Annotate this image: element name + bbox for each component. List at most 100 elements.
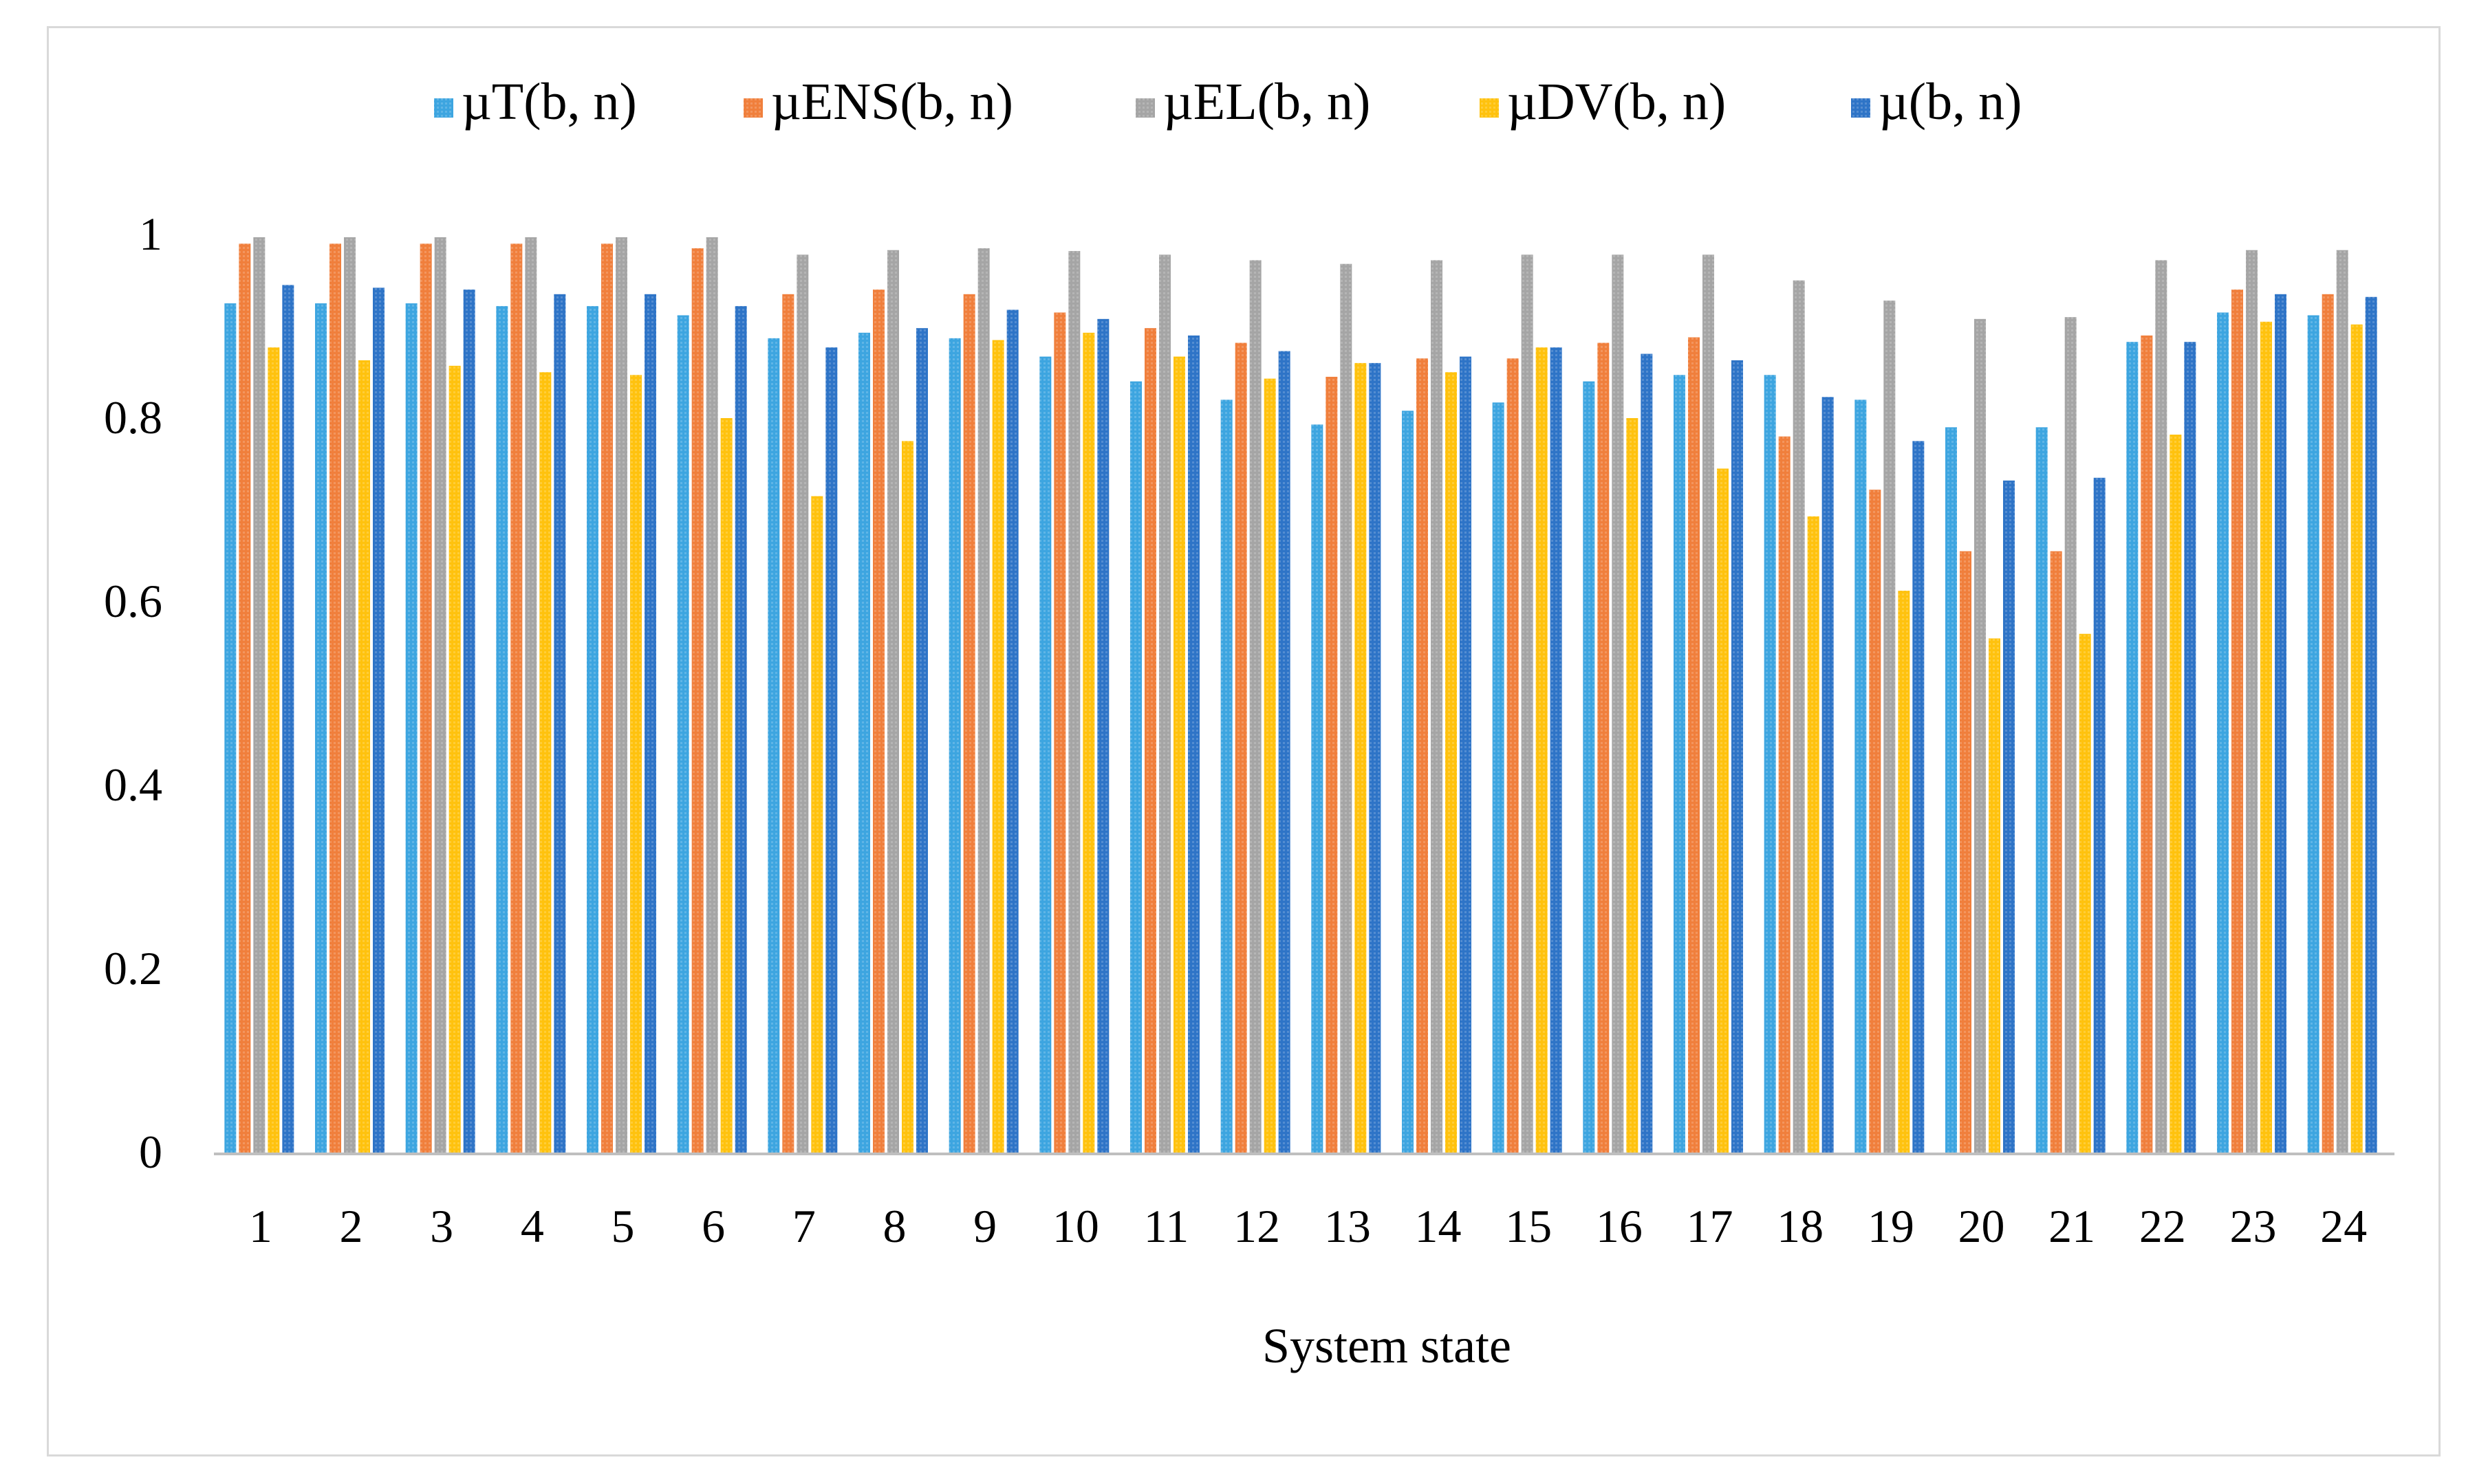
bar-series3-state-12 (1249, 260, 1262, 1153)
bar-series4-state-10 (1083, 332, 1095, 1153)
x-axis-ticks: 1 2 3 4 5 6 7 8 9 10 11 12 13 14 15 16 17 18 19 20 21 22 23 24 (249, 1200, 2367, 1252)
bar-series5-state-8 (916, 328, 928, 1153)
x-tick-label: 13 (1324, 1200, 1371, 1252)
bar-series4-state-19 (1898, 590, 1910, 1153)
bar-series5-state-14 (1460, 356, 1471, 1153)
bar-series3-state-3 (434, 237, 446, 1153)
bar-series1-state-4 (496, 306, 508, 1153)
bar-series1-state-3 (405, 303, 418, 1153)
bar-series2-state-5 (601, 243, 613, 1153)
bar-series3-state-23 (2246, 250, 2258, 1153)
bar-series2-state-8 (873, 290, 885, 1153)
legend-label-1: µT(b, n) (462, 73, 637, 131)
bar-series1-state-11 (1130, 381, 1142, 1153)
bar-series2-state-9 (963, 294, 975, 1153)
bar-series4-state-6 (720, 418, 733, 1153)
bar-series5-state-21 (2093, 477, 2106, 1153)
legend: µT(b, n) µENS(b, n) µEL(b, n) µDV(b, n) µ(b,… (434, 73, 2022, 131)
legend-label-4: µDV(b, n) (1507, 73, 1726, 131)
bar-series4-state-5 (630, 375, 642, 1153)
bar-series5-state-1 (282, 285, 294, 1153)
bar-series5-state-10 (1097, 318, 1110, 1153)
x-tick-label: 12 (1233, 1200, 1280, 1252)
bar-series5-state-20 (2003, 480, 2015, 1153)
bar-series3-state-18 (1793, 280, 1805, 1153)
bar-series1-state-9 (949, 338, 961, 1153)
x-tick-label: 19 (1868, 1200, 1914, 1252)
bar-series4-state-1 (268, 347, 280, 1153)
bar-series2-state-23 (2231, 290, 2243, 1153)
bar-series3-state-4 (525, 237, 537, 1153)
bar-series3-state-17 (1702, 254, 1714, 1153)
bar-series1-state-12 (1220, 400, 1233, 1153)
bar-series3-state-22 (2155, 260, 2167, 1153)
bar-series4-state-24 (2350, 324, 2363, 1153)
bar-series4-state-20 (1989, 638, 2000, 1153)
y-tick-label: 0.6 (104, 575, 162, 627)
bar-series1-state-10 (1039, 356, 1052, 1153)
bar-series3-state-9 (977, 248, 990, 1153)
y-tick-label: 0.8 (104, 391, 162, 444)
bar-series3-state-20 (1974, 318, 1986, 1153)
bar-series5-state-16 (1641, 353, 1653, 1153)
x-tick-label: 7 (792, 1200, 816, 1252)
bar-series1-state-8 (858, 332, 870, 1153)
bar-series5-state-19 (1912, 441, 1925, 1153)
x-tick-label: 3 (430, 1200, 453, 1252)
x-tick-label: 8 (883, 1200, 907, 1252)
x-tick-label: 2 (340, 1200, 363, 1252)
chart-frame: µT(b, n) µENS(b, n) µEL(b, n) µDV(b, n) µ(b,… (47, 26, 2441, 1456)
bar-series1-state-21 (2035, 427, 2048, 1153)
bar-series4-state-4 (539, 372, 552, 1153)
bar-series4-state-16 (1626, 418, 1638, 1153)
bar-series5-state-15 (1550, 347, 1562, 1153)
bar-series2-state-21 (2050, 551, 2062, 1153)
bar-series2-state-1 (239, 243, 251, 1153)
legend-swatch-1 (434, 98, 453, 118)
bar-series3-state-8 (887, 250, 899, 1153)
legend-label-5: µ(b, n) (1879, 73, 2022, 131)
bar-series4-state-23 (2260, 321, 2272, 1153)
bar-series2-state-2 (329, 243, 341, 1153)
x-tick-label: 11 (1144, 1200, 1189, 1252)
bar-series2-state-7 (782, 294, 794, 1153)
bar-series4-state-22 (2170, 435, 2182, 1153)
bar-series1-state-7 (768, 338, 780, 1153)
bar-series2-state-3 (420, 243, 432, 1153)
bar-series1-state-15 (1492, 402, 1504, 1153)
legend-label-3: µEL(b, n) (1163, 73, 1370, 131)
bar-series5-state-4 (554, 294, 566, 1153)
y-tick-label: 1 (139, 208, 162, 260)
y-tick-label: 0.2 (104, 942, 162, 994)
bars (224, 237, 2377, 1153)
bar-series3-state-24 (2336, 250, 2348, 1153)
bar-series5-state-23 (2275, 294, 2286, 1153)
bar-series1-state-2 (315, 303, 327, 1153)
x-tick-label: 21 (2048, 1200, 2095, 1252)
bar-series4-state-18 (1807, 516, 1819, 1153)
bar-series4-state-21 (2079, 633, 2091, 1153)
bar-series4-state-17 (1717, 468, 1729, 1153)
bar-series1-state-17 (1674, 375, 1685, 1153)
bar-series2-state-6 (691, 248, 704, 1153)
bar-series2-state-16 (1597, 342, 1610, 1153)
bar-series4-state-15 (1535, 347, 1548, 1153)
bar-series3-state-7 (797, 254, 809, 1153)
bar-series5-state-18 (1821, 397, 1834, 1153)
bar-series2-state-11 (1145, 328, 1156, 1153)
bar-series5-state-6 (735, 306, 747, 1153)
x-tick-label: 6 (702, 1200, 725, 1252)
x-tick-label: 10 (1052, 1200, 1099, 1252)
bar-series5-state-2 (373, 287, 385, 1153)
x-tick-label: 20 (1958, 1200, 2005, 1252)
bar-series5-state-9 (1006, 309, 1019, 1153)
bar-series5-state-13 (1369, 362, 1381, 1153)
bar-series2-state-15 (1506, 358, 1519, 1153)
bar-series2-state-18 (1778, 436, 1791, 1153)
bar-series1-state-23 (2217, 312, 2229, 1153)
bar-series1-state-18 (1764, 375, 1776, 1153)
bar-series3-state-19 (1883, 301, 1896, 1153)
legend-swatch-3 (1136, 98, 1155, 118)
bar-series3-state-13 (1340, 263, 1352, 1153)
x-tick-label: 24 (2320, 1200, 2367, 1252)
